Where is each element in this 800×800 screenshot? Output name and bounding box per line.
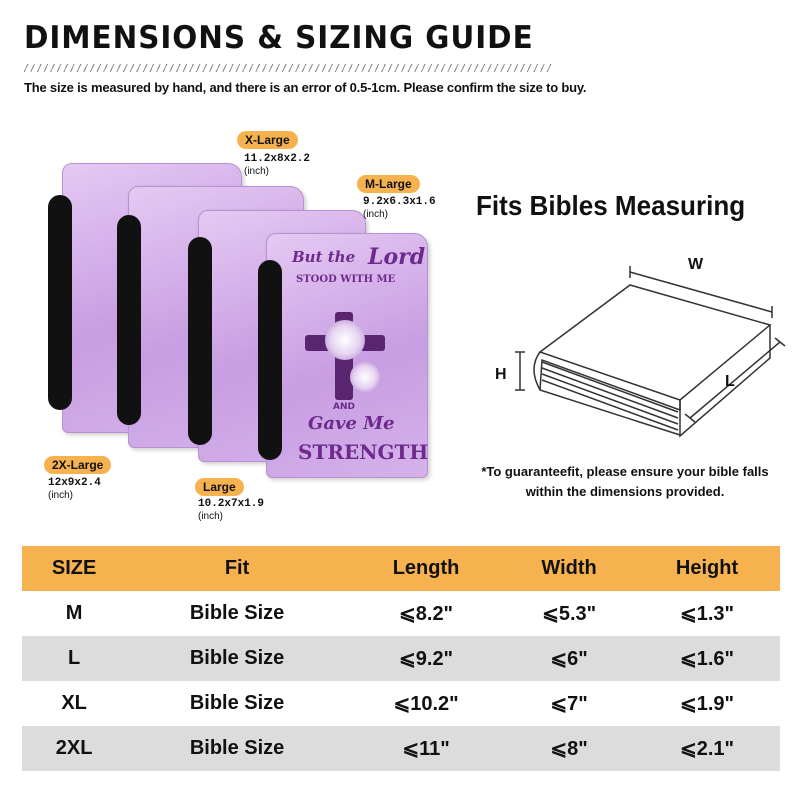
cell: ⩽1.9"	[679, 693, 735, 715]
cover-text: But the	[292, 248, 356, 266]
size-pill-xlarge: X-Large	[237, 131, 298, 149]
dims: 12x9x2.4	[48, 477, 101, 489]
cover-text: STRENGTH	[298, 440, 429, 464]
unit: (inch)	[198, 510, 224, 522]
lily-art	[325, 320, 365, 360]
handle-xl	[117, 215, 141, 425]
cell: ⩽5.3"	[542, 603, 597, 625]
unit: (inch)	[363, 208, 389, 220]
dims: 11.2x8x2.2	[244, 153, 311, 165]
unit: (inch)	[48, 489, 74, 501]
page-title: DIMENSIONS & SIZING GUIDE	[24, 20, 534, 56]
col-width: Width	[504, 546, 635, 591]
size-pill-large: Large	[195, 478, 244, 496]
handle-m	[258, 260, 282, 460]
cover-text: STOOD WITH ME	[296, 274, 396, 285]
cell: XL	[61, 692, 87, 714]
cell: ⩽2.1"	[634, 726, 780, 771]
unit: (inch)	[244, 165, 270, 177]
size-table: SIZE Fit Length Width Height M Bible Size…	[22, 546, 780, 771]
cell: Bible Size	[126, 636, 348, 681]
cell: L	[22, 636, 127, 681]
table-header: SIZE Fit Length Width Height	[22, 546, 780, 591]
note-line: *To guaranteefit, please ensure your bib…	[481, 464, 769, 479]
dims: 9.2x6.3x1.6	[363, 196, 436, 208]
cell: ⩽1.3"	[679, 603, 735, 625]
size-dims-xlarge: 11.2x8x2.2 (inch)	[244, 153, 310, 177]
cell: ⩽1.6"	[634, 636, 780, 681]
cell: ⩽6"	[504, 636, 635, 681]
cell: ⩽10.2"	[393, 693, 459, 715]
handle-l	[188, 237, 212, 445]
table-row: 2XL Bible Size ⩽11" ⩽8" ⩽2.1"	[22, 726, 780, 771]
size-pill-mlarge: M-Large	[357, 175, 420, 193]
size-dims-large: 10.2x7x1.9 (inch)	[198, 498, 264, 522]
size-dims-mlarge: 9.2x6.3x1.6 (inch)	[363, 196, 436, 220]
length-label: L	[725, 373, 735, 390]
height-label: H	[495, 366, 507, 383]
width-label: W	[688, 256, 704, 273]
cell: ⩽7"	[550, 693, 588, 715]
table-row: XL Bible Size ⩽10.2" ⩽7" ⩽1.9"	[22, 681, 780, 726]
cell: Bible Size	[189, 692, 285, 714]
dims: 10.2x7x1.9	[198, 498, 265, 510]
cover-text: Lord	[368, 244, 426, 270]
cell: Bible Size	[189, 602, 285, 624]
col-length: Length	[347, 546, 505, 591]
cell: ⩽8.2"	[399, 603, 454, 625]
col-height: Height	[634, 546, 780, 591]
cell: ⩽11"	[347, 726, 505, 771]
cell: 2XL	[22, 726, 127, 771]
handle-2xl	[48, 195, 72, 410]
cover-text: Gave Me	[308, 413, 395, 434]
table-row: L Bible Size ⩽9.2" ⩽6" ⩽1.6"	[22, 636, 780, 681]
book-diagram-icon	[515, 266, 786, 438]
cell: M	[65, 602, 83, 624]
col-fit: Fit	[126, 546, 348, 591]
col-size: SIZE	[22, 546, 127, 591]
cell: Bible Size	[126, 726, 348, 771]
lily-art	[350, 362, 380, 392]
size-pill-2xlarge: 2X-Large	[44, 456, 112, 474]
size-dims-2xlarge: 12x9x2.4 (inch)	[48, 477, 101, 501]
table-row: M Bible Size ⩽8.2" ⩽5.3" ⩽1.3"	[22, 591, 780, 636]
hatch-divider	[24, 64, 552, 72]
cell: ⩽9.2"	[347, 636, 505, 681]
fit-note: *To guaranteefit, please ensure your bib…	[460, 462, 790, 501]
cell: ⩽8"	[504, 726, 635, 771]
note-line: within the dimensions provided.	[525, 483, 725, 499]
fits-title: Fits Bibles Measuring	[476, 190, 746, 221]
subtitle: The size is measured by hand, and there …	[24, 80, 587, 95]
cover-text: AND	[333, 402, 355, 412]
